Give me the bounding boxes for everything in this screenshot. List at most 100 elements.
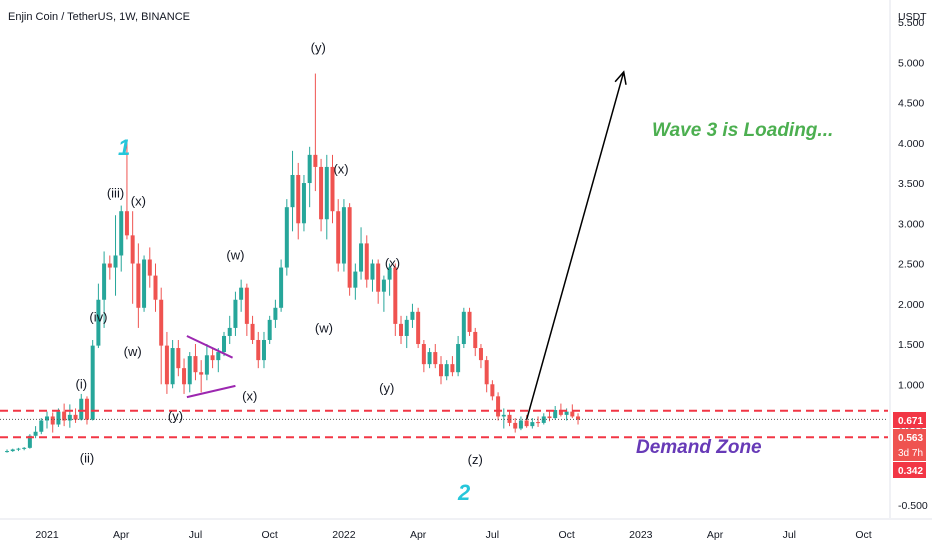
wave-2-label: 2 [457, 480, 471, 505]
candle-body [147, 259, 152, 276]
candle-body [56, 411, 61, 425]
candle-body [233, 299, 238, 328]
wave-label: (w) [124, 344, 142, 359]
candle-body [427, 352, 432, 365]
candle-body [364, 243, 369, 280]
candle-body [113, 255, 118, 268]
wave-label: (x) [333, 161, 348, 176]
candle-body [284, 207, 289, 268]
candle-body [536, 422, 541, 424]
price-tick-label: 3.000 [898, 218, 924, 230]
candle-body [558, 410, 563, 415]
candle-body [490, 384, 495, 397]
candle-body [187, 356, 192, 385]
current-price-badge-text: 0.563 [898, 433, 923, 444]
candle-body [107, 263, 112, 268]
time-tick-label: Oct [855, 529, 871, 541]
candle-body [164, 345, 169, 385]
candle-body [313, 154, 318, 167]
upper-price-badge-text: 0.671 [898, 416, 923, 427]
candle-body [90, 345, 95, 420]
candle-body [336, 211, 341, 264]
wave-label: (x) [242, 388, 257, 403]
candle-body [204, 355, 209, 375]
elliott-wave-labels: (i) (ii) (iii) (iv) (x) (w) (y) (w) (x) (y) (x) (w)… [75, 40, 482, 467]
wave3-note: Wave 3 is Loading... [652, 120, 833, 141]
candle-body [387, 267, 392, 280]
candlestick-series [5, 73, 581, 453]
candle-body [67, 414, 72, 421]
wave-label: (w) [315, 321, 333, 336]
candle-body [267, 319, 272, 340]
time-axis-ticks[interactable]: 2021 Apr Jul Oct 2022 Apr Jul Oct 2023 Apr Jul Oct [35, 529, 871, 541]
lower-price-badge: 0.342 [893, 462, 926, 478]
triangle-boundary-line[interactable] [186, 335, 234, 359]
candle-body [279, 267, 284, 308]
price-tick-label: 4.500 [898, 98, 924, 110]
candle-body [142, 259, 147, 308]
wave-label: (ii) [80, 450, 94, 465]
candle-body [324, 166, 329, 220]
candle-body [319, 166, 324, 220]
candle-body [130, 235, 135, 264]
candle-body [467, 311, 472, 332]
candle-body [210, 355, 215, 361]
wave-label: (iv) [89, 309, 107, 324]
candle-body [330, 166, 335, 212]
lower-price-badge-text: 0.342 [898, 466, 923, 477]
candle-body [376, 263, 381, 292]
projection-arrow-head [614, 70, 627, 85]
candle-body [73, 414, 78, 420]
candle-body [22, 447, 27, 449]
price-tick-label: 3.500 [898, 178, 924, 190]
candle-body [307, 154, 312, 184]
wave-label: (x) [131, 194, 146, 209]
candle-body [507, 414, 512, 423]
candle-body [79, 398, 84, 420]
candle-body [170, 348, 175, 385]
price-tick-label: 4.000 [898, 138, 924, 150]
candle-body [216, 352, 221, 361]
candle-body [153, 275, 158, 300]
candle-body [513, 422, 518, 429]
triangle-boundary-line[interactable] [186, 384, 236, 399]
candle-body [444, 364, 449, 377]
candle-body [370, 263, 375, 280]
chart-title: Enjin Coin / TetherUS, 1W, BINANCE [8, 11, 190, 23]
current-price-badge: 0.563 3d 7h [893, 429, 926, 461]
time-tick-label: 2022 [332, 529, 356, 541]
candle-body [239, 287, 244, 300]
wave-label: (x) [385, 256, 400, 271]
time-tick-label: Apr [707, 529, 724, 541]
candle-body [473, 331, 478, 349]
candle-body [576, 416, 581, 420]
candle-body [273, 307, 278, 320]
price-tick-label: -0.500 [898, 500, 928, 512]
candle-body [421, 344, 426, 365]
candle-body [199, 372, 204, 375]
candle-body [296, 174, 301, 224]
candle-body [124, 211, 129, 236]
candle-body [438, 364, 443, 377]
time-tick-label: Jul [783, 529, 796, 541]
candle-body [10, 449, 15, 452]
candle-body [261, 339, 266, 361]
time-tick-label: Oct [262, 529, 278, 541]
projection-arrow-line[interactable] [525, 71, 625, 420]
candle-body [553, 410, 558, 419]
wave-label: (w) [226, 248, 244, 263]
candle-body [45, 416, 49, 421]
candle-body [564, 411, 569, 415]
drawing-tools[interactable] [186, 70, 627, 420]
wave-label: (y) [168, 408, 183, 423]
candle-body [84, 398, 89, 420]
candle-body [353, 271, 358, 288]
candle-body [182, 368, 187, 385]
candle-body [484, 360, 489, 385]
candle-body [570, 411, 575, 417]
candle-body [359, 243, 364, 272]
candle-body [50, 416, 55, 425]
candle-body [33, 431, 38, 436]
candle-body [222, 335, 227, 353]
